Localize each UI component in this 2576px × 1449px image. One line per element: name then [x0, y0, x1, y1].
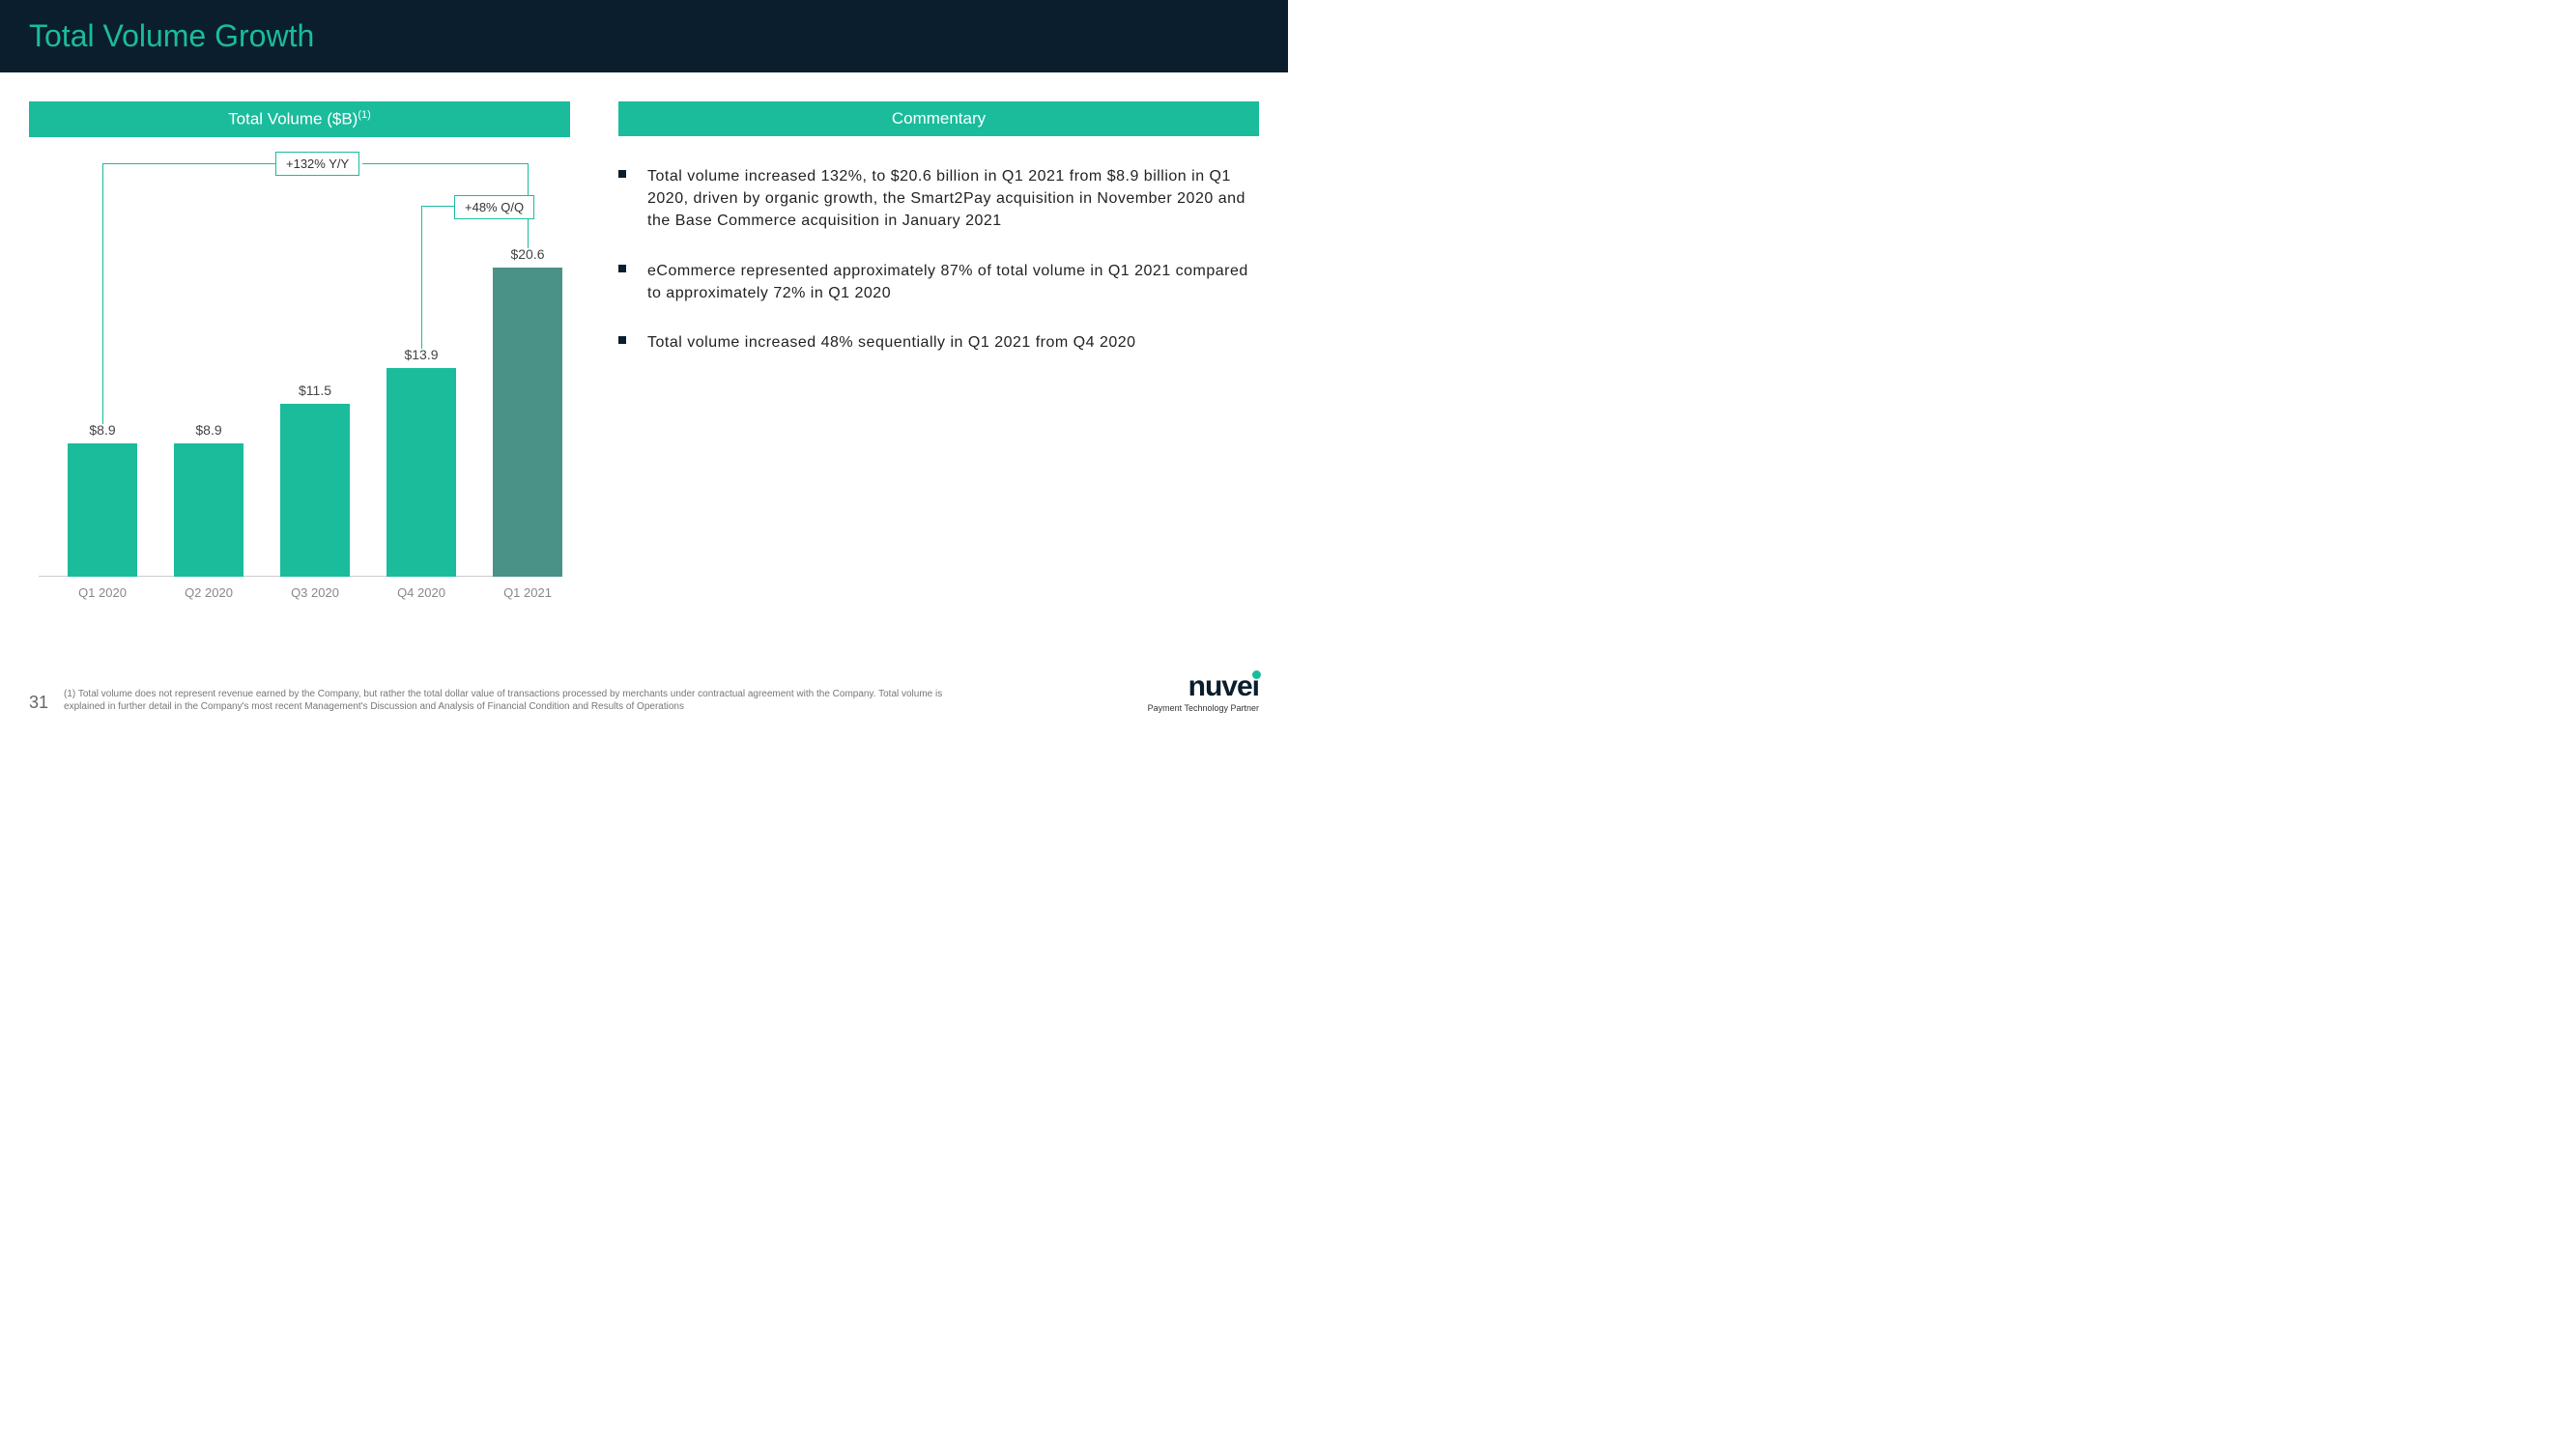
commentary-panel: Commentary Total volume increased 132%, …	[618, 101, 1259, 606]
bar-value-label: $13.9	[386, 347, 456, 362]
commentary-list: Total volume increased 132%, to $20.6 bi…	[618, 165, 1259, 354]
commentary-item: Total volume increased 132%, to $20.6 bi…	[618, 165, 1249, 233]
slide-header: Total Volume Growth	[0, 0, 1288, 72]
chart-panel-header: Total Volume ($B)(1)	[29, 101, 570, 137]
commentary-item: eCommerce represented approximately 87% …	[618, 260, 1249, 304]
chart-panel-title-sup: (1)	[358, 109, 370, 121]
logo-dot-icon	[1252, 670, 1261, 679]
bar-value-label: $20.6	[493, 246, 562, 262]
footer-left: 31 (1) Total volume does not represent r…	[29, 688, 953, 713]
bar-group: $11.5Q3 2020	[280, 404, 350, 577]
chart-panel: Total Volume ($B)(1) +132% Y/Y +48% Q/Q …	[29, 101, 570, 606]
page-number: 31	[29, 693, 48, 713]
bar-x-label: Q3 2020	[280, 585, 350, 600]
bar-x-label: Q4 2020	[386, 585, 456, 600]
bar-group: $20.6Q1 2021	[493, 268, 562, 577]
logo-word: nuvei	[1188, 670, 1259, 702]
connector-yy-top-left	[102, 163, 275, 164]
logo-tagline: Payment Technology Partner	[1148, 703, 1259, 713]
chart-panel-title: Total Volume ($B)	[228, 110, 358, 128]
bullet-icon	[618, 336, 626, 344]
bar-chart: +132% Y/Y +48% Q/Q $8.9Q1 2020$8.9Q2 202…	[29, 152, 570, 606]
logo-block: nuvei Payment Technology Partner	[1148, 670, 1259, 713]
bar	[493, 268, 562, 577]
commentary-item: Total volume increased 48% sequentially …	[618, 331, 1249, 354]
bar-group: $13.9Q4 2020	[386, 368, 456, 577]
footnote-text: (1) Total volume does not represent reve…	[64, 688, 953, 713]
bullet-icon	[618, 265, 626, 272]
connector-qq-left	[421, 206, 422, 349]
bar	[280, 404, 350, 577]
bar	[68, 443, 137, 577]
bar-value-label: $8.9	[174, 422, 243, 438]
callout-qq: +48% Q/Q	[454, 195, 534, 219]
bar-x-label: Q1 2021	[493, 585, 562, 600]
callout-yy: +132% Y/Y	[275, 152, 359, 176]
commentary-text: Total volume increased 48% sequentially …	[647, 331, 1136, 354]
bar	[386, 368, 456, 577]
bar-value-label: $11.5	[280, 383, 350, 398]
commentary-text: eCommerce represented approximately 87% …	[647, 260, 1249, 304]
page-title: Total Volume Growth	[29, 18, 314, 54]
bar-x-label: Q2 2020	[174, 585, 243, 600]
bar-group: $8.9Q1 2020	[68, 443, 137, 577]
bar-x-label: Q1 2020	[68, 585, 137, 600]
bar	[174, 443, 243, 577]
bullet-icon	[618, 170, 626, 178]
bar-value-label: $8.9	[68, 422, 137, 438]
slide-footer: 31 (1) Total volume does not represent r…	[29, 670, 1259, 713]
commentary-text: Total volume increased 132%, to $20.6 bi…	[647, 165, 1249, 233]
commentary-panel-header: Commentary	[618, 101, 1259, 136]
connector-yy-left	[102, 163, 103, 424]
bar-group: $8.9Q2 2020	[174, 443, 243, 577]
connector-yy-top-right	[362, 163, 528, 164]
logo-text: nuvei	[1148, 670, 1259, 703]
content-area: Total Volume ($B)(1) +132% Y/Y +48% Q/Q …	[0, 72, 1288, 606]
connector-qq-top-left	[421, 206, 454, 207]
